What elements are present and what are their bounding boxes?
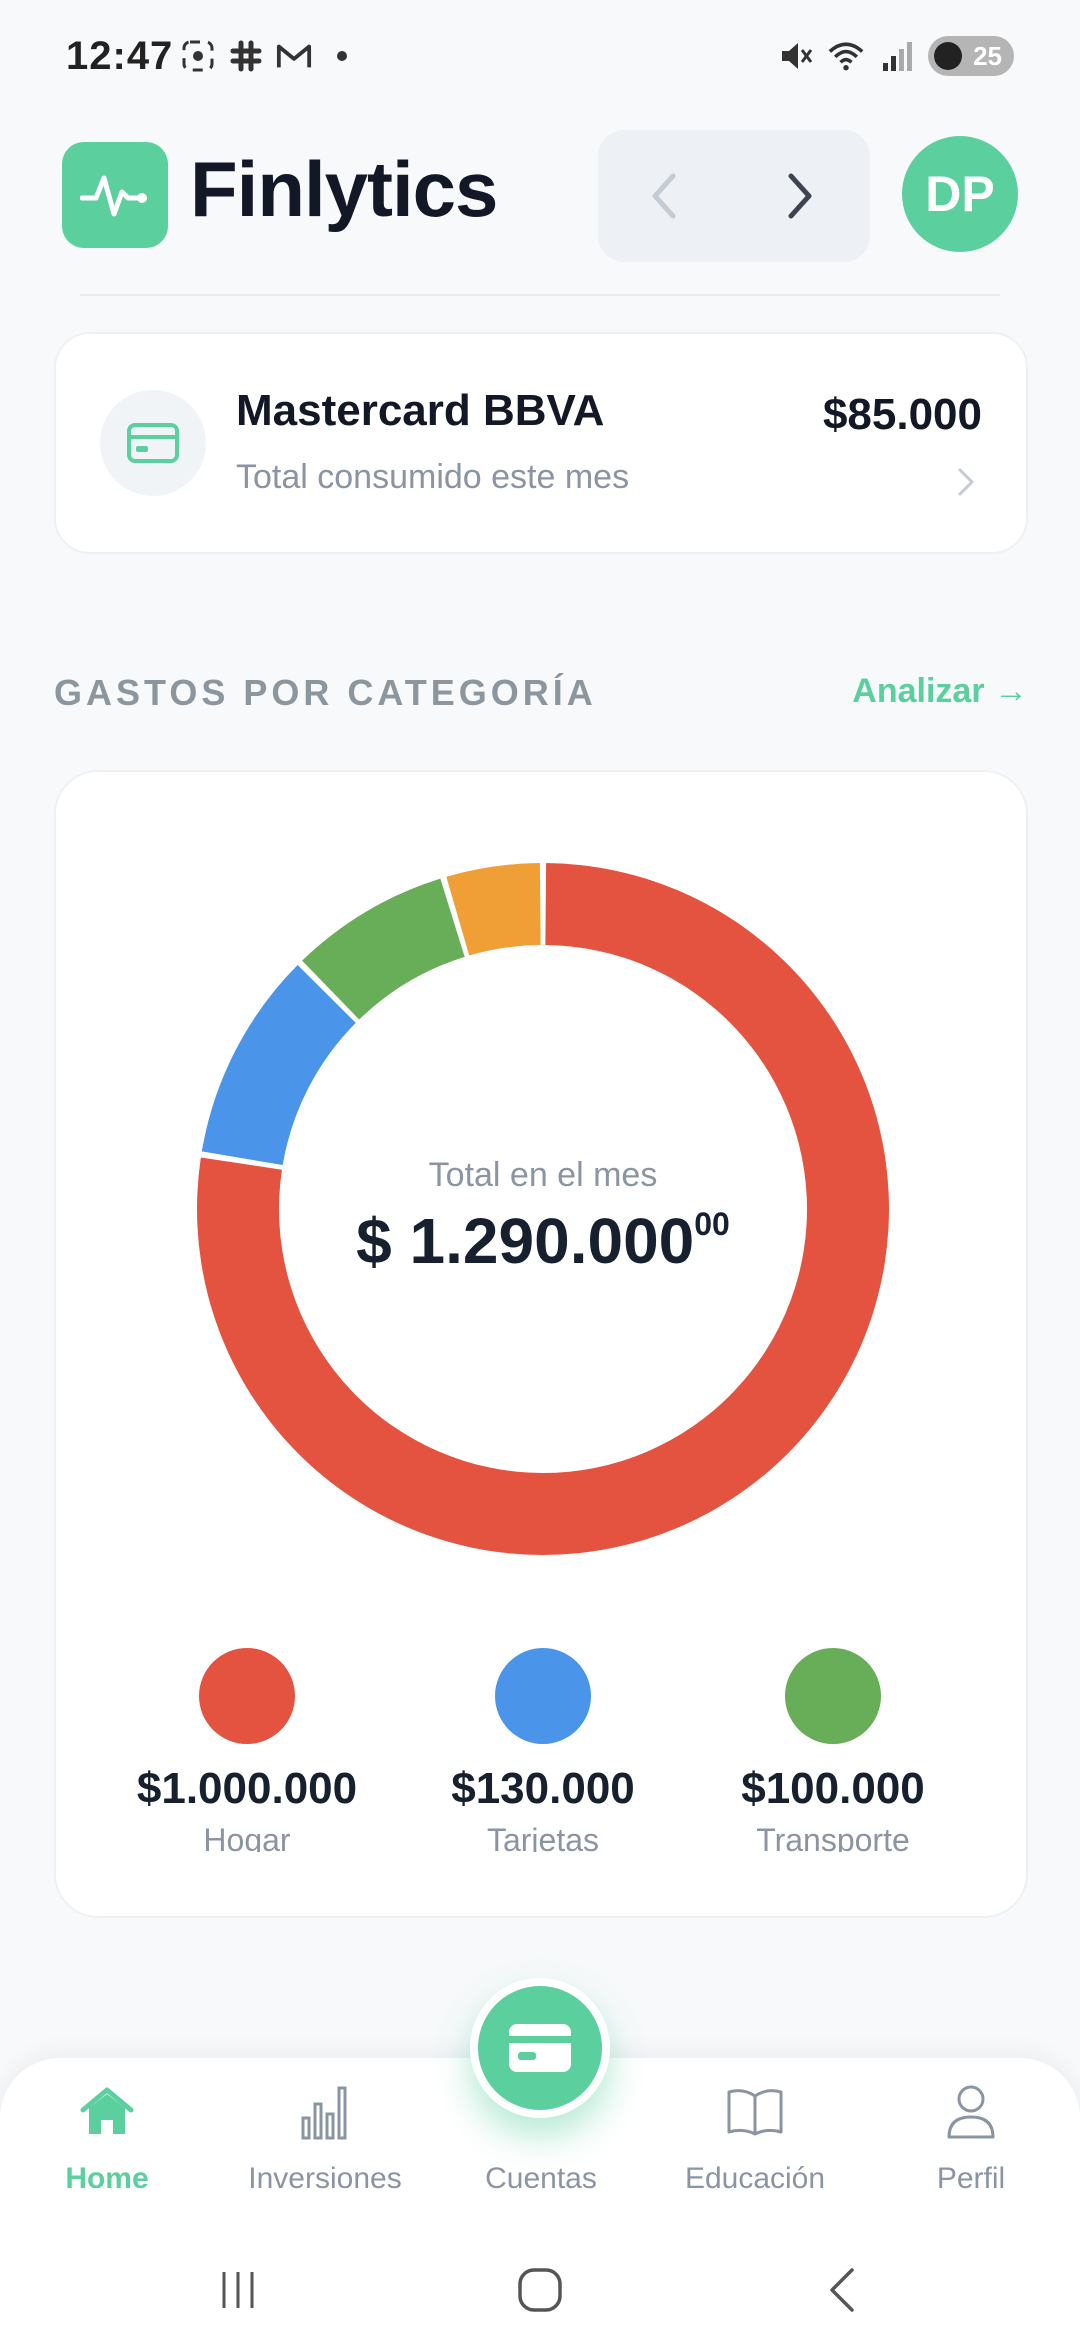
charging-icon — [934, 42, 962, 70]
legend-item-hogar[interactable]: $1.000.000 Hogar — [97, 1648, 397, 1852]
donut-slice-other[interactable] — [446, 863, 541, 956]
slack-icon — [228, 38, 264, 74]
tab-educacion[interactable]: Educación — [650, 2080, 860, 2196]
status-bar: 12:47 25 — [0, 0, 1080, 120]
app-logo — [62, 142, 168, 248]
app-title: Finlytics — [190, 145, 498, 233]
dot-icon — [324, 38, 360, 74]
analyze-link[interactable]: Analizar → — [852, 672, 1028, 710]
legend-item-transporte[interactable]: $100.000 Transporte — [683, 1648, 983, 1852]
app-header: Finlytics DP — [0, 130, 1080, 270]
chart-center-label: Total en el mes — [428, 1156, 658, 1194]
tab-perfil[interactable]: Perfil — [866, 2080, 1076, 2196]
tab-label: Inversiones — [248, 2162, 402, 2195]
bar-chart-icon — [293, 2080, 357, 2144]
back-icon — [830, 2268, 854, 2312]
user-icon — [939, 2080, 1003, 2144]
legend-name: Tarjetas — [486, 1822, 600, 1852]
status-time: 12:47 — [66, 34, 174, 78]
chart-legend: $1.000.000 Hogar $130.000 Tarjetas $100.… — [56, 1648, 1030, 1868]
donut-slice-transporte[interactable] — [302, 878, 465, 1020]
user-avatar[interactable]: DP — [902, 136, 1018, 252]
home-button[interactable] — [500, 2260, 580, 2320]
chart-center-value: $ 1.290.00000 — [56, 1204, 1030, 1278]
tab-icon-spacer — [509, 2080, 573, 2144]
card-subtitle: Total consumido este mes — [236, 458, 630, 496]
credit-card-summary[interactable]: Mastercard BBVA Total consumido este mes… — [54, 332, 1028, 554]
screenshot-icon — [180, 38, 216, 74]
tab-label: Home — [65, 2162, 149, 2195]
legend-name: Transporte — [756, 1822, 910, 1852]
battery-indicator: 25 — [928, 36, 1014, 76]
divider — [80, 292, 1000, 296]
legend-item-tarjetas[interactable]: $130.000 Tarjetas — [393, 1648, 693, 1852]
previous-button[interactable] — [628, 160, 700, 232]
chevron-right-icon — [958, 468, 974, 496]
card-title: Mastercard BBVA — [236, 386, 605, 435]
chart-total-value: $ 1.290.000 — [356, 1205, 695, 1277]
chevron-left-icon — [652, 173, 676, 219]
tab-label: Educación — [684, 2162, 826, 2195]
tab-label: Perfil — [936, 2162, 1006, 2195]
tab-home[interactable]: Home — [2, 2080, 212, 2196]
wifi-icon — [828, 38, 864, 74]
home-icon — [75, 2080, 139, 2144]
next-button[interactable] — [764, 160, 836, 232]
donut-chart — [196, 863, 889, 1555]
accounts-fab[interactable] — [470, 1978, 610, 2118]
tab-cuentas[interactable]: Cuentas — [436, 2080, 646, 2196]
recents-icon — [222, 2272, 254, 2308]
month-navigator — [598, 130, 870, 262]
signal-icon — [878, 38, 914, 74]
back-button[interactable] — [802, 2260, 882, 2320]
pulse-icon — [80, 175, 147, 217]
legend-name: Hogar — [203, 1822, 291, 1852]
credit-card-icon — [100, 390, 206, 496]
tab-label: Cuentas — [485, 2162, 597, 2195]
legend-dot — [495, 1648, 591, 1744]
system-navigation — [0, 2240, 1080, 2340]
book-icon — [723, 2080, 787, 2144]
section-title: GASTOS POR CATEGORÍA — [54, 672, 597, 713]
card-amount: $85.000 — [822, 390, 982, 439]
donut-slice-tarjetas[interactable] — [201, 965, 356, 1166]
chart-total-decimals: 00 — [694, 1206, 730, 1242]
recent-apps-button[interactable] — [198, 2260, 278, 2320]
expenses-chart-card: Total en el mes $ 1.290.00000 $1.000.000… — [54, 770, 1028, 1918]
gmail-icon — [276, 38, 312, 74]
home-circle-icon — [518, 2268, 562, 2312]
chevron-right-icon — [788, 173, 812, 219]
legend-value: $130.000 — [451, 1764, 635, 1813]
legend-value: $1.000.000 — [136, 1764, 358, 1813]
tab-inversiones[interactable]: Inversiones — [220, 2080, 430, 2196]
mute-icon — [778, 38, 814, 74]
card-icon — [509, 2024, 571, 2072]
notification-icons — [180, 38, 360, 74]
legend-value: $100.000 — [741, 1764, 925, 1813]
legend-dot — [199, 1648, 295, 1744]
legend-dot — [785, 1648, 881, 1744]
system-icons: 25 — [778, 36, 1014, 76]
battery-level: 25 — [973, 40, 1002, 71]
